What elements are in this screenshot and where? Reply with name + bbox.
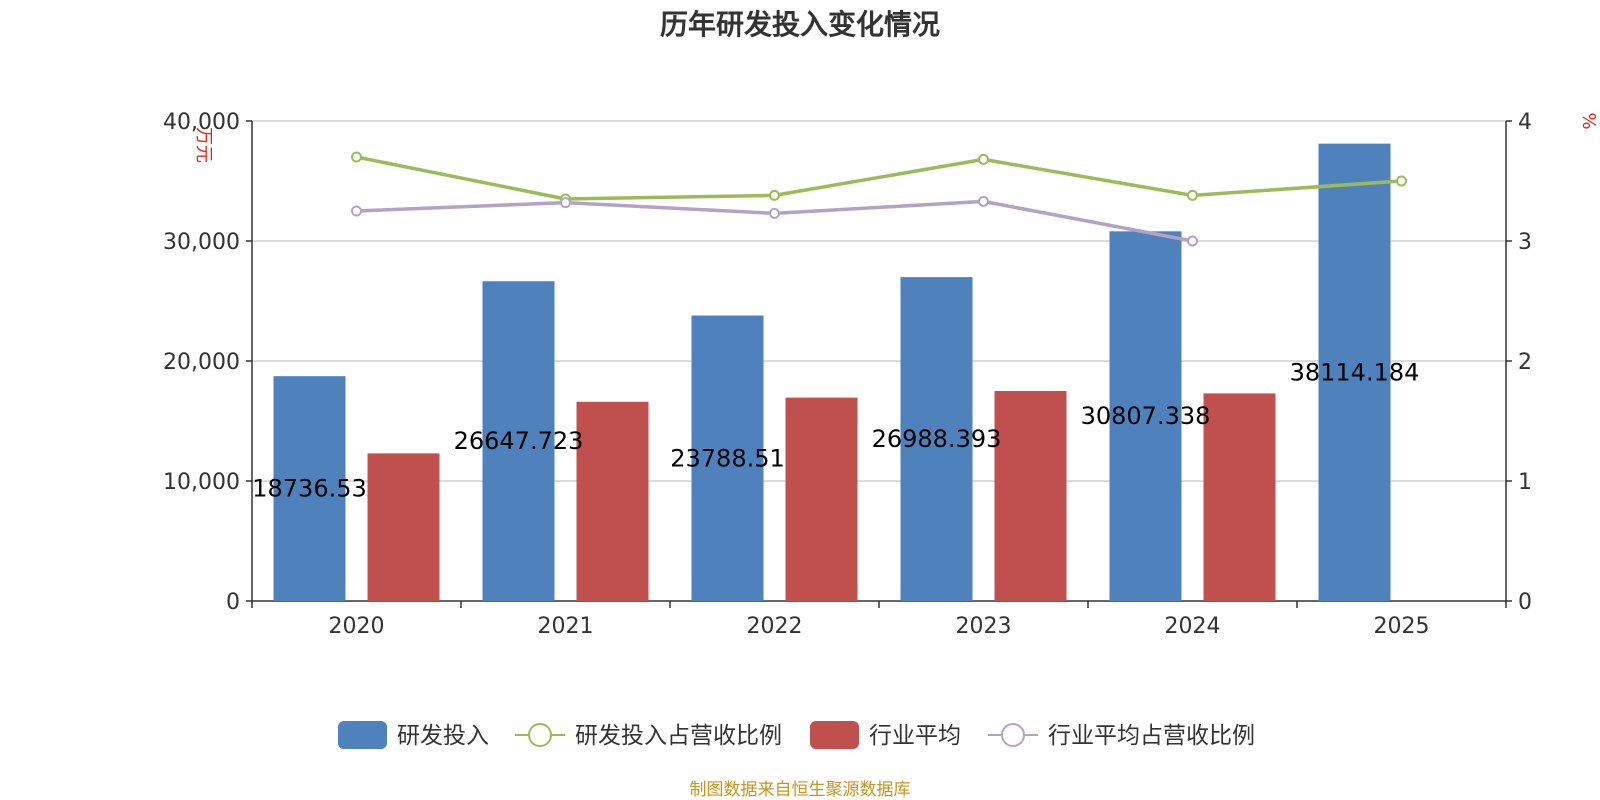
- right-tick-label: 4: [1518, 110, 1532, 135]
- x-tick-label: 2024: [1165, 614, 1221, 639]
- x-tick-label: 2023: [956, 614, 1012, 639]
- line-rd-ratio: [356, 155, 1402, 201]
- left-axis-unit: 万元: [193, 127, 214, 163]
- right-tick-label: 2: [1518, 350, 1532, 375]
- left-tick-label: 40,000: [163, 110, 240, 135]
- legend-marker: [528, 723, 552, 747]
- legend-swatch: [338, 721, 387, 749]
- axes: 0 10,000 20,000 30,000 40,000 0 1 2 3 4 2020 2021 20…: [163, 110, 1532, 639]
- bar-data-label: 18736.53: [252, 475, 367, 503]
- left-tick-label: 20,000: [163, 350, 240, 375]
- bar-industry-average: [367, 453, 440, 601]
- legend-label: 行业平均占营收比例: [1048, 723, 1255, 749]
- bar-rd-investment: [1109, 231, 1182, 601]
- line-point: [978, 153, 989, 165]
- legend-swatch: [810, 721, 859, 749]
- line-point: [351, 151, 362, 163]
- bar-rd-investment: [691, 315, 764, 601]
- left-tick-label: 10,000: [163, 470, 240, 495]
- line-point: [769, 189, 780, 201]
- x-tick-label: 2022: [747, 614, 803, 639]
- right-tick-label: 1: [1518, 470, 1532, 495]
- grid-lines: [252, 120, 1506, 482]
- bars: [273, 143, 1391, 601]
- line-point: [1187, 235, 1198, 247]
- left-tick-label: 30,000: [163, 230, 240, 255]
- line-point: [351, 205, 362, 217]
- bar-industry-average: [994, 391, 1067, 601]
- bar-rd-investment: [273, 376, 346, 601]
- bar-data-label: 26647.723: [454, 427, 584, 455]
- x-tick-label: 2021: [538, 614, 594, 639]
- right-tick-label: 3: [1518, 230, 1532, 255]
- line-point: [1396, 175, 1407, 187]
- line-point: [769, 207, 780, 219]
- data-labels: 18736.53 26647.723 23788.51 26988.393 30807.…: [252, 358, 1419, 502]
- right-axis-unit: %: [1578, 112, 1599, 129]
- chart-title: 历年研发投入变化情况: [660, 8, 940, 41]
- source-note: 制图数据来自恒生聚源数据库: [690, 780, 911, 800]
- legend: 研发投入 研发投入占营收比例 行业平均 行业平均占营收比例: [338, 721, 1255, 749]
- left-tick-label: 0: [226, 590, 240, 615]
- bar-rd-investment: [900, 277, 973, 601]
- legend-label: 研发投入: [397, 723, 489, 749]
- line-industry-ratio: [356, 199, 1193, 243]
- bar-rd-investment: [482, 281, 555, 601]
- bar-data-label: 30807.338: [1081, 402, 1211, 430]
- bar-data-label: 23788.51: [670, 444, 785, 472]
- right-tick-label: 0: [1518, 590, 1532, 615]
- line-point: [978, 195, 989, 207]
- bar-industry-average: [1203, 393, 1276, 601]
- bar-data-label: 26988.393: [872, 425, 1002, 453]
- bar-industry-average: [576, 401, 649, 601]
- bar-industry-average: [785, 397, 858, 601]
- bar-rd-investment: [1318, 143, 1391, 601]
- x-tick-label: 2020: [329, 614, 385, 639]
- line-point: [560, 197, 571, 209]
- legend-label: 研发投入占营收比例: [575, 723, 782, 749]
- legend-marker: [1001, 723, 1025, 747]
- legend-label: 行业平均: [869, 723, 961, 749]
- x-tick-label: 2025: [1374, 614, 1430, 639]
- line-point: [1187, 189, 1198, 201]
- bar-data-label: 38114.184: [1290, 358, 1420, 386]
- lines: [351, 151, 1407, 247]
